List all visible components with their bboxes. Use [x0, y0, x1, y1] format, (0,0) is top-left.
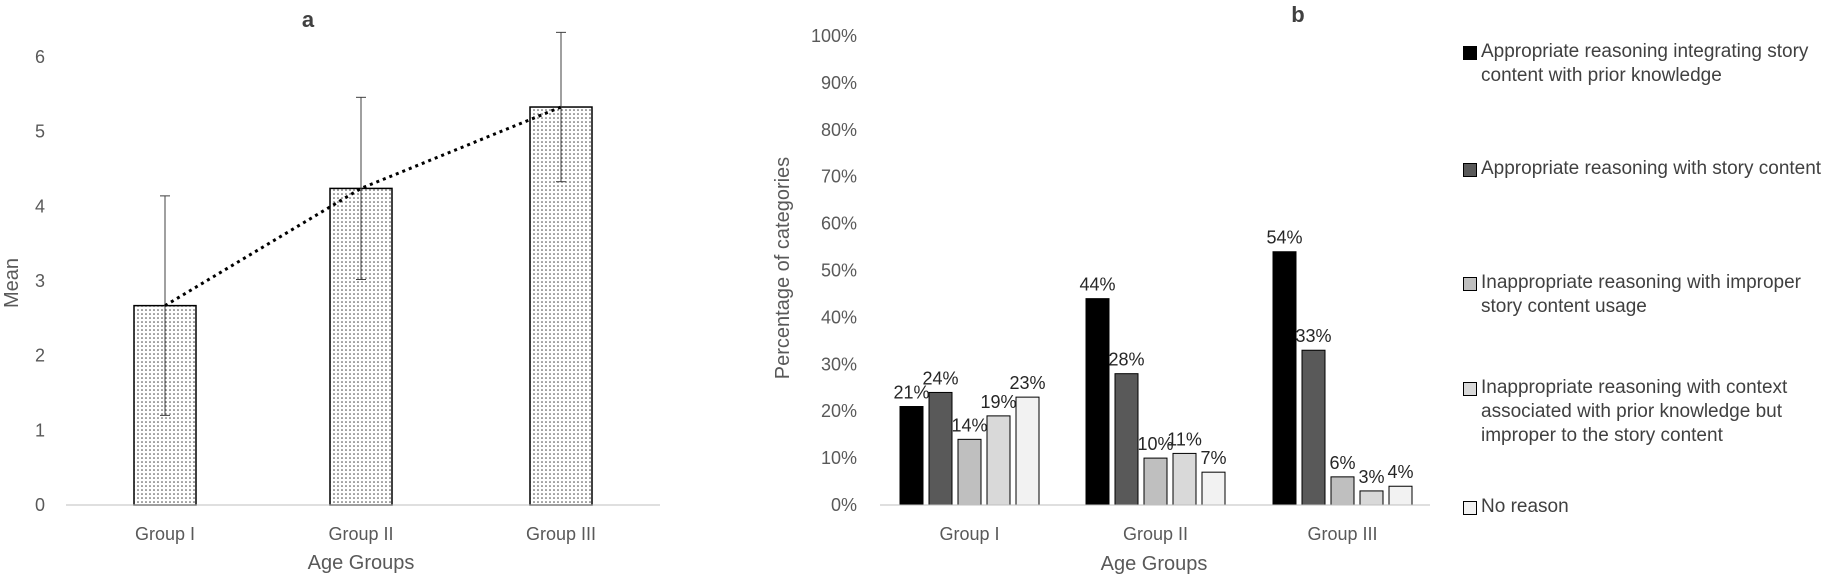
legend-item: No reason	[1463, 495, 1827, 519]
legend-swatch	[1463, 501, 1477, 515]
chart-b-x-tick-label: Group I	[939, 524, 999, 544]
chart-b: b Percentage of categories Age Groups 0%…	[772, 2, 1430, 575]
chart-b-data-label: 33%	[1295, 326, 1331, 346]
legend-item: Inappropriate reasoning with improper st…	[1463, 271, 1827, 319]
chart-b-x-axis-title: Age Groups	[1101, 553, 1208, 575]
chart-a-x-tick-label: Group III	[526, 524, 596, 544]
chart-b-bar	[1015, 396, 1040, 506]
chart-b-data-label: 44%	[1079, 275, 1115, 295]
chart-b-bar	[1143, 457, 1168, 506]
chart-b-data-label: 6%	[1329, 453, 1355, 473]
chart-b-y-tick-label: 20%	[821, 401, 857, 421]
chart-b-y-tick-label: 70%	[821, 167, 857, 187]
chart-b-y-tick-label: 30%	[821, 354, 857, 374]
chart-a-y-tick-label: 0	[35, 495, 45, 515]
chart-b-bar	[1330, 476, 1355, 506]
legend-swatch	[1463, 382, 1477, 396]
chart-b-data-label: 21%	[893, 383, 929, 403]
chart-b-data-label: 14%	[951, 415, 987, 435]
chart-b-data-label: 10%	[1137, 434, 1173, 454]
chart-b-x-tick-label: Group II	[1123, 524, 1188, 544]
chart-a-y-tick-label: 3	[35, 271, 45, 291]
legend-label: Appropriate reasoning integrating story …	[1481, 41, 1809, 86]
chart-b-data-label: 24%	[922, 368, 958, 388]
legend-swatch	[1463, 46, 1477, 60]
legend-label: Inappropriate reasoning with context ass…	[1481, 377, 1788, 446]
legend-label: Appropriate reasoning with story content	[1481, 158, 1822, 179]
chart-a-y-tick-label: 6	[35, 47, 45, 67]
chart-a-x-tick-label: Group I	[135, 524, 195, 544]
chart-b-y-tick-label: 90%	[821, 73, 857, 93]
legend-swatch	[1463, 163, 1477, 177]
chart-b-bar	[1172, 452, 1197, 506]
legend-item: Appropriate reasoning integrating story …	[1463, 40, 1827, 88]
legend-item: Appropriate reasoning with story content	[1463, 157, 1827, 181]
chart-b-bar	[928, 391, 953, 506]
chart-b-data-label: 4%	[1387, 462, 1413, 482]
chart-b-y-tick-label: 60%	[821, 214, 857, 234]
chart-b-data-label: 54%	[1266, 228, 1302, 248]
chart-a-y-tick-label: 2	[35, 346, 45, 366]
chart-b-bar	[1388, 485, 1413, 506]
chart-b-bar	[1272, 251, 1297, 506]
chart-b-data-label: 23%	[1009, 373, 1045, 393]
chart-b-x-tick-label: Group III	[1307, 524, 1377, 544]
chart-b-y-tick-label: 10%	[821, 448, 857, 468]
chart-b-data-label: 19%	[980, 392, 1016, 412]
chart-b-bar	[986, 415, 1011, 506]
chart-b-y-tick-label: 40%	[821, 307, 857, 327]
chart-a-error-bar	[356, 96, 366, 281]
chart-b-bar	[899, 406, 924, 506]
chart-b-bar	[1114, 373, 1139, 506]
chart-b-y-tick-label: 0%	[831, 495, 857, 515]
chart-b-bar	[1301, 349, 1326, 506]
chart-b-y-tick-label: 80%	[821, 120, 857, 140]
chart-a-x-tick-label: Group II	[328, 524, 393, 544]
legend-item: Inappropriate reasoning with context ass…	[1463, 376, 1827, 448]
chart-b-bar	[957, 438, 982, 506]
chart-a-title: a	[302, 7, 315, 32]
chart-b-data-label: 28%	[1108, 350, 1144, 370]
chart-b-bar	[1201, 471, 1226, 506]
chart-b-data-label: 11%	[1167, 429, 1202, 449]
chart-a-trendline	[164, 105, 562, 307]
chart-a-x-axis-title: Age Groups	[308, 552, 415, 574]
chart-b-bar	[1359, 490, 1384, 506]
chart-a: a Mean Age Groups 0 1 2 3 4 5 6 Group I Group I…	[1, 7, 660, 574]
legend-swatch	[1463, 277, 1477, 291]
legend-label: No reason	[1481, 496, 1569, 517]
chart-a-y-tick-label: 5	[35, 122, 45, 142]
chart-b-y-tick-label: 100%	[811, 26, 857, 46]
chart-a-y-tick-label: 4	[35, 196, 45, 216]
chart-b-y-tick-label: 50%	[821, 261, 857, 281]
legend-label: Inappropriate reasoning with improper st…	[1481, 272, 1802, 317]
chart-b-bar	[1085, 298, 1110, 506]
chart-a-y-axis-title: Mean	[1, 258, 23, 308]
chart-b-data-label: 3%	[1358, 467, 1384, 487]
chart-b-title: b	[1291, 2, 1304, 27]
chart-a-error-bar	[556, 31, 566, 183]
chart-b-data-label: 7%	[1200, 448, 1226, 468]
chart-b-y-axis-title: Percentage of categories	[772, 157, 794, 379]
chart-a-y-tick-label: 1	[35, 420, 45, 440]
